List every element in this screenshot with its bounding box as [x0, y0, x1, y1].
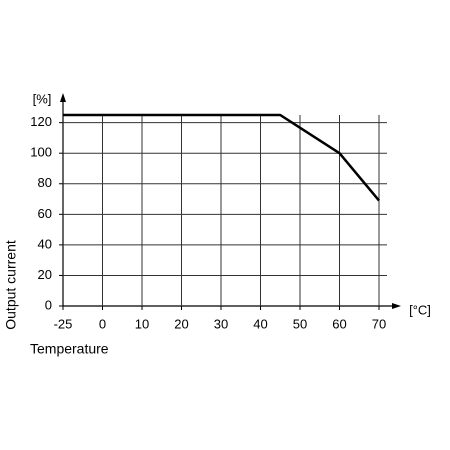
x-tick-label: 70 — [372, 316, 386, 331]
y-tick-label: 80 — [38, 175, 52, 190]
y-unit: [%] — [33, 91, 52, 106]
x-axis-label: Temperature — [30, 341, 109, 357]
y-axis-arrow — [60, 93, 66, 102]
y-tick-label: 60 — [38, 206, 52, 221]
y-tick-label: 20 — [38, 267, 52, 282]
line — [63, 113, 380, 202]
x-tick-label: 50 — [293, 316, 307, 331]
x-unit: [°C] — [409, 302, 431, 317]
y-tick-label: 120 — [30, 114, 52, 129]
x-tick-label: 40 — [253, 316, 267, 331]
x-tick-label: 0 — [99, 316, 106, 331]
x-axis-arrow — [392, 303, 401, 309]
x-tick-label: 30 — [214, 316, 228, 331]
x-tick-label: 60 — [332, 316, 346, 331]
y-tick-label: 0 — [45, 297, 52, 312]
x-tick-label: 10 — [135, 316, 149, 331]
y-axis-label: Output current — [3, 240, 19, 330]
y-tick-label: 100 — [30, 145, 52, 160]
x-tick-label: 20 — [174, 316, 188, 331]
y-tick-label: 40 — [38, 236, 52, 251]
x-tick-label: -25 — [54, 316, 73, 331]
